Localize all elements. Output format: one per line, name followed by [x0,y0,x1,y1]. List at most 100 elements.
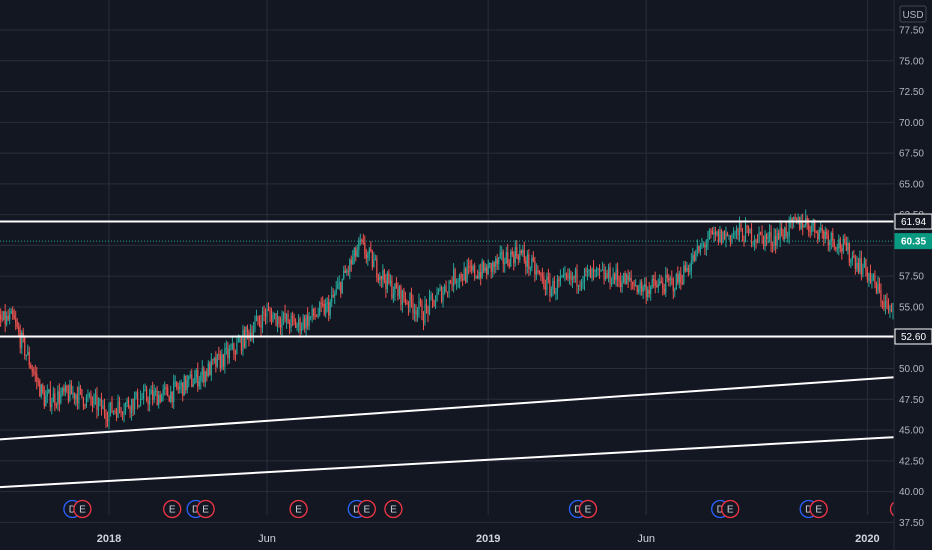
candle-body [332,295,334,297]
earnings-event-marker[interactable]: E [721,499,740,519]
earnings-event-marker[interactable]: E [384,499,403,519]
candle-body [356,250,358,257]
candle-body [106,419,109,422]
candle-body [225,347,227,349]
candle-body [501,252,503,254]
earnings-event-marker[interactable]: E [289,499,308,519]
candle-body [296,325,298,328]
candle-body [591,268,593,279]
candle-body [108,410,110,422]
candle-body [863,258,865,268]
candle-body [188,375,190,381]
candle-body [854,257,856,269]
candle-body [859,258,861,272]
candle-body [850,260,852,263]
earnings-event-marker[interactable]: E [357,499,376,519]
candle-body [124,403,127,412]
candle-body [43,392,45,407]
candle-body [130,399,133,413]
candle-body [279,324,282,328]
candle-body [275,313,277,326]
earnings-event-marker[interactable]: E [73,499,92,519]
candle-body [480,271,482,278]
candle-body [127,400,130,408]
candle-body [812,219,814,226]
candle-body [301,327,303,331]
candle-body [719,230,721,242]
candle-body [597,268,599,270]
candle-body [207,363,209,377]
candle-body [549,279,551,297]
candle-body [258,321,261,324]
candle-body [239,338,241,342]
candle-body [358,240,360,251]
candle-body [547,276,549,280]
currency-badge[interactable]: USD [899,5,927,23]
candle-body [147,400,149,405]
event-marker-letter: E [390,505,397,516]
candle-body [30,364,32,369]
candle-body [555,291,557,294]
candle-body [436,293,438,302]
y-tick-label: 40.00 [899,487,924,498]
candle-body [90,393,92,401]
candle-body [570,272,572,281]
candle-body [603,269,605,280]
candle-body [614,273,616,281]
candle-body [538,271,540,274]
candle-body [94,395,97,397]
candle-body [890,309,893,311]
earnings-event-marker[interactable]: E [163,499,182,519]
candle-body [865,258,867,271]
candle-body [135,391,137,398]
candle-body [696,245,698,251]
candle-body [636,285,638,293]
candle-body [267,309,270,311]
price-axis-panel[interactable] [894,0,932,550]
candle-body [97,402,100,411]
candle-body [355,247,357,257]
candle-body [571,275,574,281]
candle-body [462,278,464,281]
candle-body [762,235,765,246]
candle-body [874,274,876,284]
candle-body [598,268,601,271]
candle-body [376,258,378,278]
candle-body [197,370,199,387]
earnings-event-marker[interactable]: E [578,499,598,519]
candle-body [701,244,703,246]
candle-body [359,239,361,241]
earnings-event-marker[interactable]: E [196,499,215,519]
candle-body [820,228,822,230]
candle-body [686,267,688,272]
candle-body [814,219,816,232]
candle-body [505,252,507,264]
candle-body [567,275,569,279]
candle-body [102,405,104,410]
candle-body [753,239,756,244]
earnings-event-marker[interactable]: E [809,499,828,519]
candle-body [561,276,563,278]
candle-body [750,228,753,244]
y-tick-label: 47.50 [899,395,924,406]
event-markers: DEEEEDEEDEEDEEDEDEDEEDEDEDEE [63,499,909,519]
candle-body [729,235,732,242]
candle-body [84,405,86,407]
event-marker-letter: E [202,505,209,516]
candle-body [443,286,446,293]
candle-body [720,230,723,244]
candle-body [683,265,685,284]
candle-body [73,392,75,400]
candle-body [42,384,44,393]
candle-body [316,315,318,317]
candle-body [138,405,140,407]
candle-body [6,316,8,325]
x-tick-label: 2019 [476,533,500,545]
candle-body [833,240,835,247]
price-label-box [894,213,932,230]
candle-body [459,274,461,282]
candle-body [442,292,444,302]
time-axis[interactable]: 2018Jun2019Jun2020MaySep2021MaySep202 [97,533,932,545]
candle-body [546,276,548,290]
